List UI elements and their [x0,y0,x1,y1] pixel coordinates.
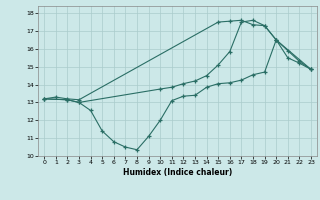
X-axis label: Humidex (Indice chaleur): Humidex (Indice chaleur) [123,168,232,177]
